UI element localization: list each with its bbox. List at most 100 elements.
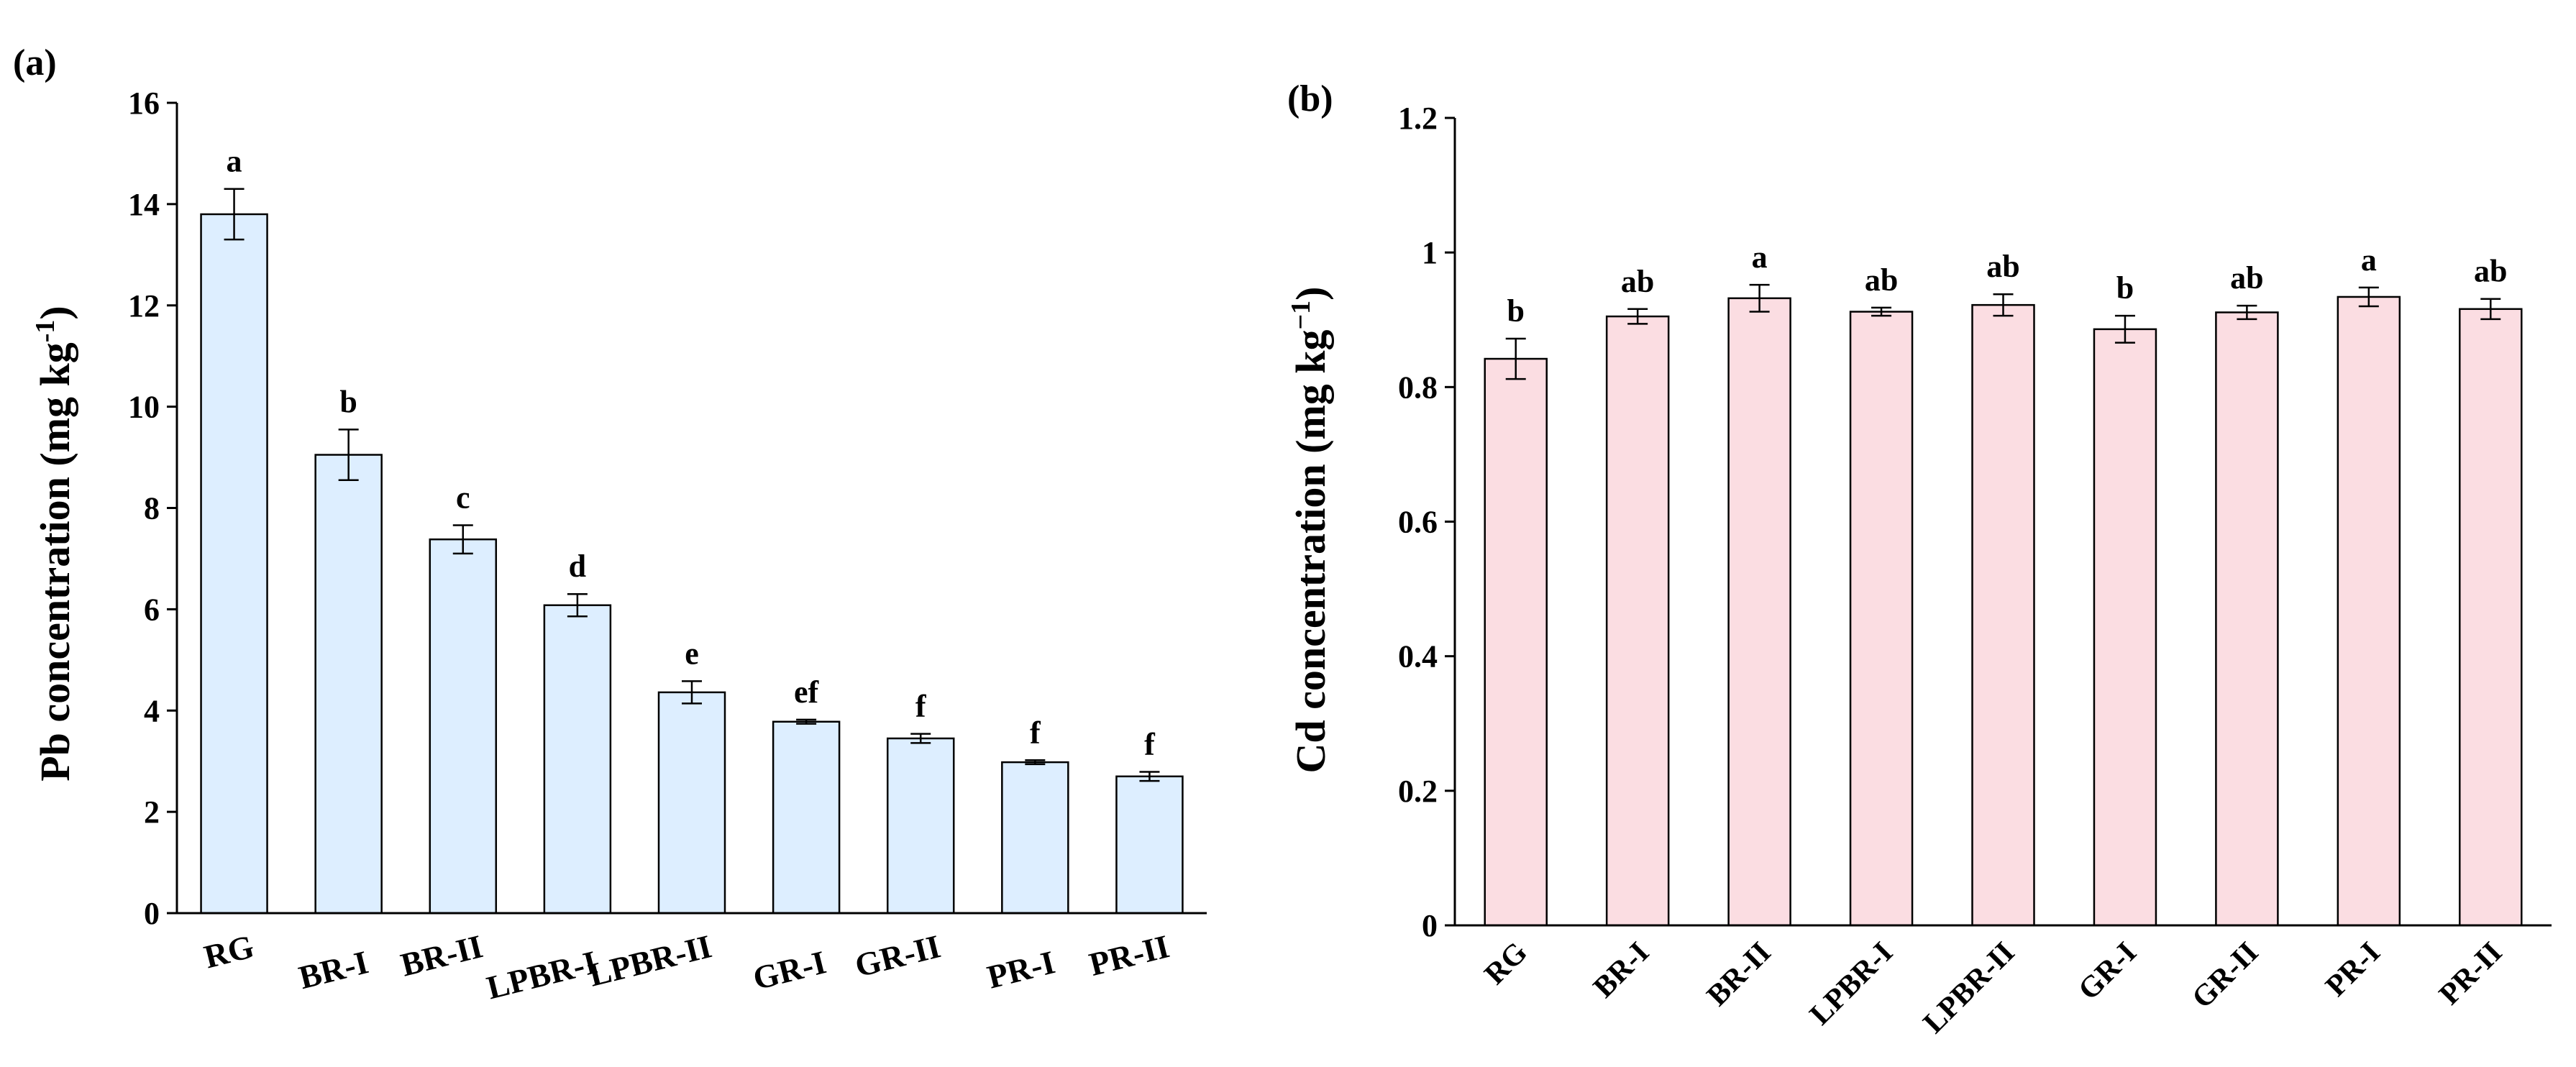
panel-b-bar-br-i	[1605, 315, 1670, 927]
panel-b-y-tick-label: 0.4	[1398, 639, 1438, 674]
panel-a-error-bar	[796, 718, 817, 725]
panel-a-label: (a)	[13, 42, 57, 83]
panel-a-bar-rg	[200, 213, 268, 915]
panel-b-significance-letter: b	[2116, 270, 2134, 306]
panel-a-bar-pr-i	[1001, 761, 1069, 915]
panel-b-bar-lpbr-ii	[1971, 303, 2035, 927]
panel-a-error-bar	[682, 680, 702, 705]
panel-a-y-tick-label: 6	[144, 592, 160, 627]
panel-b-x-label: GR-II	[2186, 936, 2265, 1015]
panel-a-error-bar	[1139, 771, 1160, 782]
panel-a-error-bar	[567, 592, 588, 618]
panel-b-y-tick-label: 0.6	[1398, 505, 1438, 540]
panel-b-x-label: GR-I	[2072, 936, 2143, 1007]
panel-b-bar-pr-ii	[2459, 308, 2523, 927]
panel-a-x-label: BR-II	[397, 928, 486, 983]
panel-b-bar-pr-i	[2337, 296, 2401, 927]
panel-a-y-tick-label: 8	[144, 491, 160, 526]
panel-a-y-tick-label: 2	[144, 794, 160, 830]
panel-a-y-tick-label: 16	[128, 86, 160, 121]
panel-a-bar-gr-i	[772, 720, 841, 915]
panel-a-significance-letter: f	[1144, 726, 1156, 761]
panel-a-bar-lpbr-ii	[657, 691, 726, 915]
panel-b-bars: b ab a ab ab b ab a ab	[1484, 239, 2523, 927]
panel-a-x-label: PR-II	[1085, 928, 1172, 983]
panel-a-y-tick-label: 14	[128, 187, 160, 222]
panel-a-significance-letter: b	[339, 384, 357, 419]
panel-a-significance-letter: d	[569, 549, 586, 584]
panel-b-x-label: RG	[1479, 936, 1534, 992]
panel-b-significance-letter: ab	[1621, 264, 1654, 299]
panel-a-significance-letter: f	[915, 689, 927, 724]
panel-a-error-bar	[452, 524, 473, 555]
panel-b-bar-gr-ii	[2215, 311, 2279, 927]
panel-a-bar-br-i	[314, 454, 383, 915]
panel-a-error-bar	[224, 188, 245, 241]
panel-a-x-label: RG	[201, 928, 257, 975]
panel-a-bar-gr-ii	[886, 737, 955, 915]
panel-a-error-bar	[910, 733, 931, 744]
panel-b-error-bar	[1993, 293, 2014, 317]
panel-a-x-label: LPBR-I	[483, 943, 601, 1006]
panel-a-y-tick-label: 10	[128, 390, 160, 425]
panel-a-x-label: LPBR-II	[585, 928, 715, 994]
panel-b-y-tick-label: 0.2	[1398, 774, 1438, 809]
panel-b-error-bar	[2114, 314, 2135, 344]
panel-a-significance-letter: ef	[794, 674, 820, 710]
panel-a-x-label: GR-I	[749, 943, 830, 997]
panel-a-significance-letter: a	[227, 144, 242, 179]
panel-a-x-label: BR-I	[296, 943, 373, 996]
panel-a-significance-letter: e	[685, 636, 699, 671]
panel-a-y-axis-title: Pb concentration (mg kg-1)	[30, 306, 78, 782]
panel-b-x-label: LPBR-II	[1917, 936, 2022, 1040]
panel-b-bar-lpbr-i	[1849, 311, 1914, 927]
panel-a-bar-pr-ii	[1115, 775, 1184, 915]
panel-b-bar-gr-i	[2093, 328, 2157, 927]
panel-b-y-ticks: 0 0.2 0.4 0.6 0.8 1 1.2	[1398, 101, 1455, 943]
panel-a-x-label: PR-I	[984, 943, 1059, 995]
panel-b-x-labels: RG BR-I BR-II LPBR-I LPBR-II GR-I GR-II PR-I PR-…	[1479, 936, 2509, 1040]
panel-b-label: (b)	[1287, 78, 1333, 119]
panel-b-error-bar	[1749, 283, 1770, 313]
panel-a-bar-lpbr-i	[543, 604, 612, 915]
panel-a-error-bar	[1025, 759, 1046, 766]
panel-a-bars: a b c d e ef f f f	[200, 144, 1184, 915]
panel-b-significance-letter: ab	[1986, 249, 2019, 284]
panel-a-y-ticks: 0 2 4 6 8 10 12 14 16	[128, 86, 177, 931]
panel-b-x-label: PR-II	[2433, 936, 2508, 1012]
panel-b-x-label: LPBR-I	[1804, 936, 1899, 1032]
panel-b-significance-letter: a	[1752, 239, 1768, 275]
panel-b: (b) Cd concentration (mg kg−1) 0 0.2 0.4 0.…	[1286, 78, 2552, 1040]
panel-b-error-bar	[2358, 286, 2379, 308]
panel-a-y-tick-label: 12	[128, 288, 160, 324]
panel-b-error-bar	[1627, 308, 1648, 325]
panel-a-y-tick-label: 0	[144, 896, 160, 931]
panel-b-bar-br-ii	[1727, 297, 1791, 927]
panel-b-significance-letter: ab	[2230, 260, 2263, 296]
panel-b-bar-rg	[1484, 357, 1548, 927]
panel-b-y-tick-label: 1.2	[1398, 101, 1438, 136]
panel-b-error-bar	[2480, 298, 2501, 321]
panel-a-significance-letter: c	[456, 480, 470, 515]
panel-b-y-tick-label: 1	[1422, 235, 1438, 270]
panel-a-error-bar	[338, 429, 359, 482]
panel-b-y-tick-label: 0.8	[1398, 370, 1438, 405]
panel-b-x-label: BR-II	[1701, 936, 1778, 1013]
panel-b-y-axis-title: Cd concentration (mg kg−1)	[1286, 287, 1334, 774]
panel-a-bar-br-ii	[429, 538, 498, 915]
panel-b-x-label: BR-I	[1587, 936, 1655, 1004]
panel-b-significance-letter: ab	[1865, 262, 1898, 298]
panel-a: (a) Pb concentration (mg kg-1) 0 2 4 6 8 10 12…	[13, 42, 1207, 1006]
panel-b-significance-letter: a	[2361, 242, 2377, 278]
panel-a-significance-letter: f	[1030, 715, 1041, 750]
panel-b-y-tick-label: 0	[1422, 908, 1438, 943]
panel-b-error-bar	[1505, 337, 1526, 380]
panel-b-significance-letter: ab	[2474, 254, 2507, 289]
panel-b-x-label: PR-I	[2319, 936, 2387, 1004]
panel-a-y-tick-label: 4	[144, 693, 160, 728]
panel-b-error-bar	[2237, 304, 2257, 321]
panel-b-error-bar	[1871, 306, 1892, 317]
panel-b-significance-letter: b	[1507, 293, 1524, 329]
